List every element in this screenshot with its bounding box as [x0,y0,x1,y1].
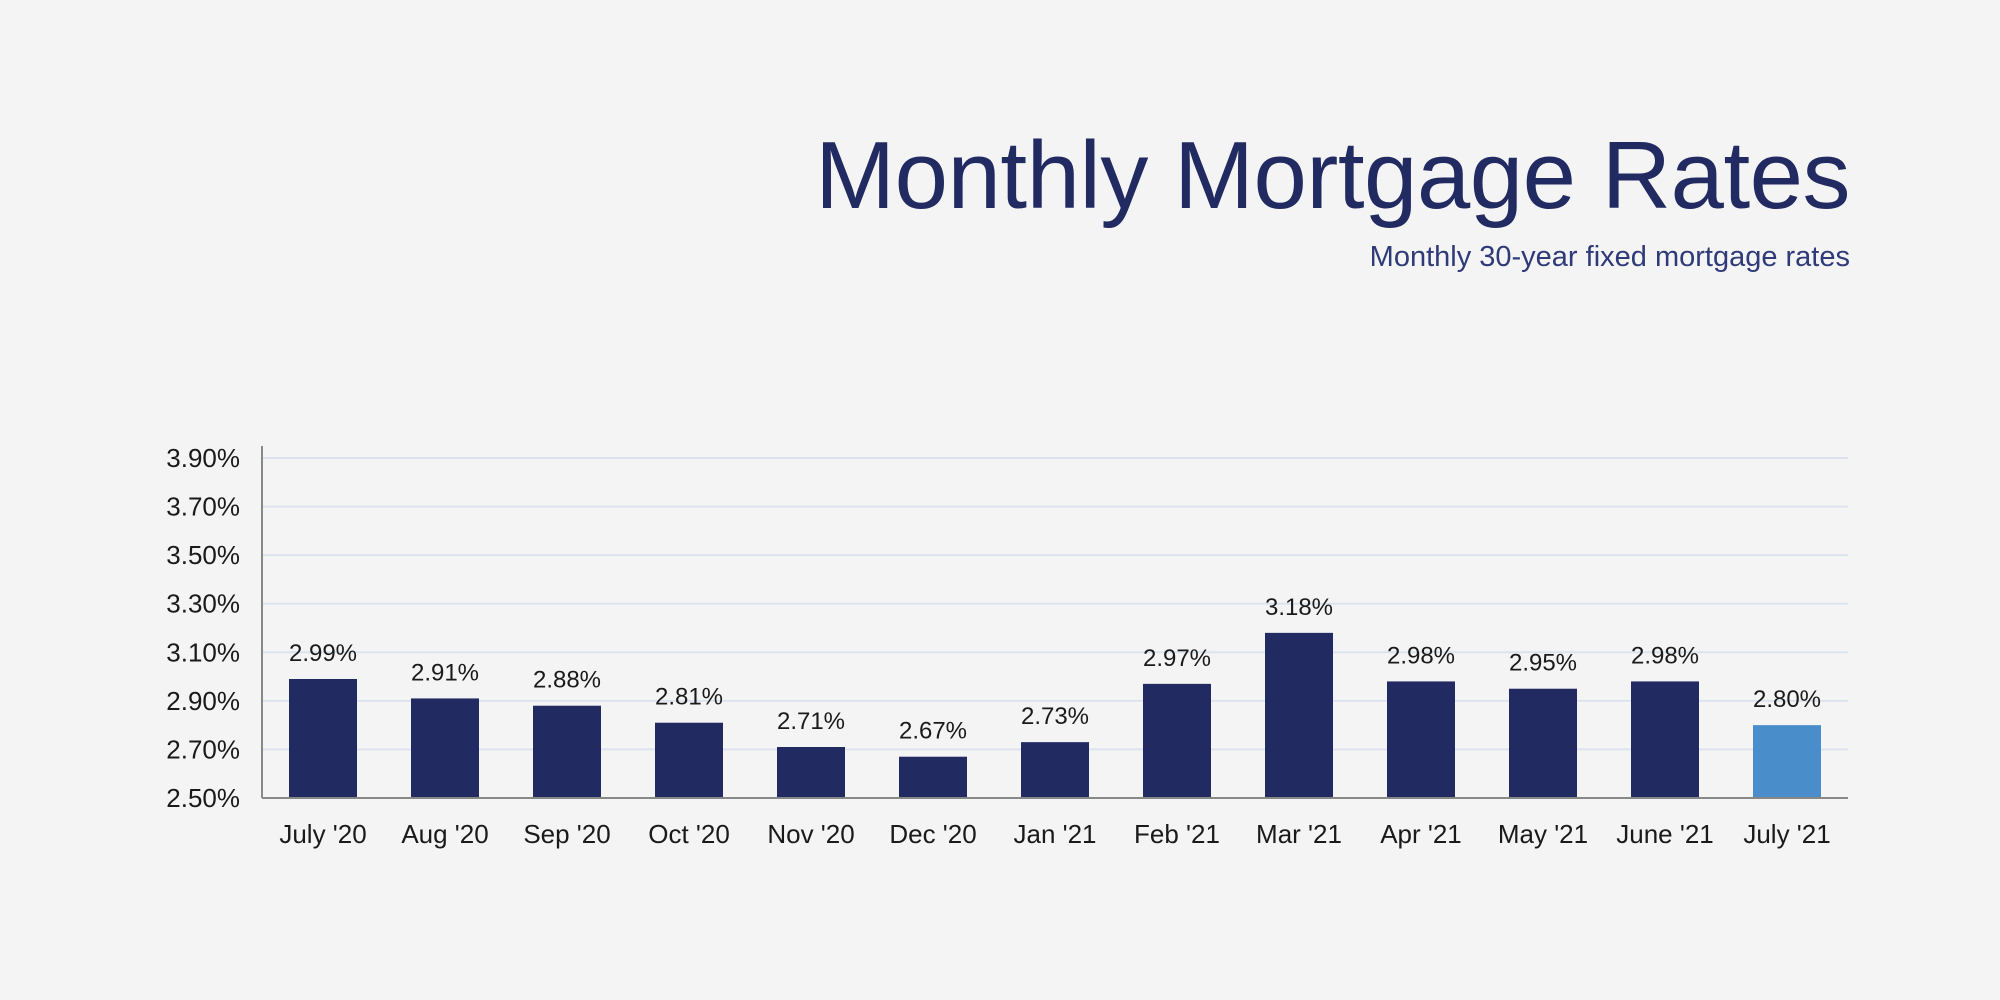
data-label: 3.18% [1265,594,1333,621]
chart-subtitle: Monthly 30-year fixed mortgage rates [1369,241,1850,273]
y-tick-label: 3.70% [166,492,240,522]
x-tick-label: Dec '20 [889,819,976,849]
data-label: 2.97% [1143,645,1211,672]
x-tick-label: Jan '21 [1013,819,1096,849]
x-tick-label: Nov '20 [767,819,854,849]
bar [1143,683,1211,798]
x-tick-label: Apr '21 [1380,819,1462,849]
y-tick-label: 3.10% [166,637,240,667]
data-label: 2.88% [533,667,601,694]
y-tick-label: 3.90% [166,443,240,473]
x-tick-label: July '20 [279,819,366,849]
bar [1753,725,1821,798]
data-label: 2.67% [899,718,967,745]
x-tick-label: June '21 [1616,819,1714,849]
data-label: 2.91% [411,659,479,686]
bar [1509,688,1577,798]
bar [1387,681,1455,798]
x-tick-label: Mar '21 [1256,819,1342,849]
x-tick-label: Sep '20 [523,819,610,849]
y-tick-label: 2.70% [166,734,240,764]
bar [289,679,357,798]
data-label: 2.98% [1387,642,1455,669]
data-label: 2.80% [1753,686,1821,713]
data-label: 2.71% [777,708,845,735]
x-tick-label: Feb '21 [1134,819,1220,849]
x-tick-label: Oct '20 [648,819,730,849]
bar [1021,742,1089,798]
bar [533,705,601,798]
chart-title: Monthly Mortgage Rates [815,122,1850,229]
data-label: 2.99% [289,640,357,667]
y-tick-label: 2.90% [166,686,240,716]
x-tick-label: May '21 [1498,819,1588,849]
bar [1631,681,1699,798]
y-tick-label: 2.50% [166,783,240,813]
data-label: 2.81% [655,684,723,711]
bar [411,698,479,798]
data-label: 2.98% [1631,642,1699,669]
bar [777,747,845,798]
bar [655,722,723,798]
data-label: 2.73% [1021,703,1089,730]
y-tick-label: 3.50% [166,540,240,570]
bar [899,756,967,798]
x-tick-label: Aug '20 [401,819,488,849]
bar [1265,632,1333,798]
x-tick-label: July '21 [1743,819,1830,849]
y-tick-label: 3.30% [166,589,240,619]
data-label: 2.95% [1509,650,1577,677]
